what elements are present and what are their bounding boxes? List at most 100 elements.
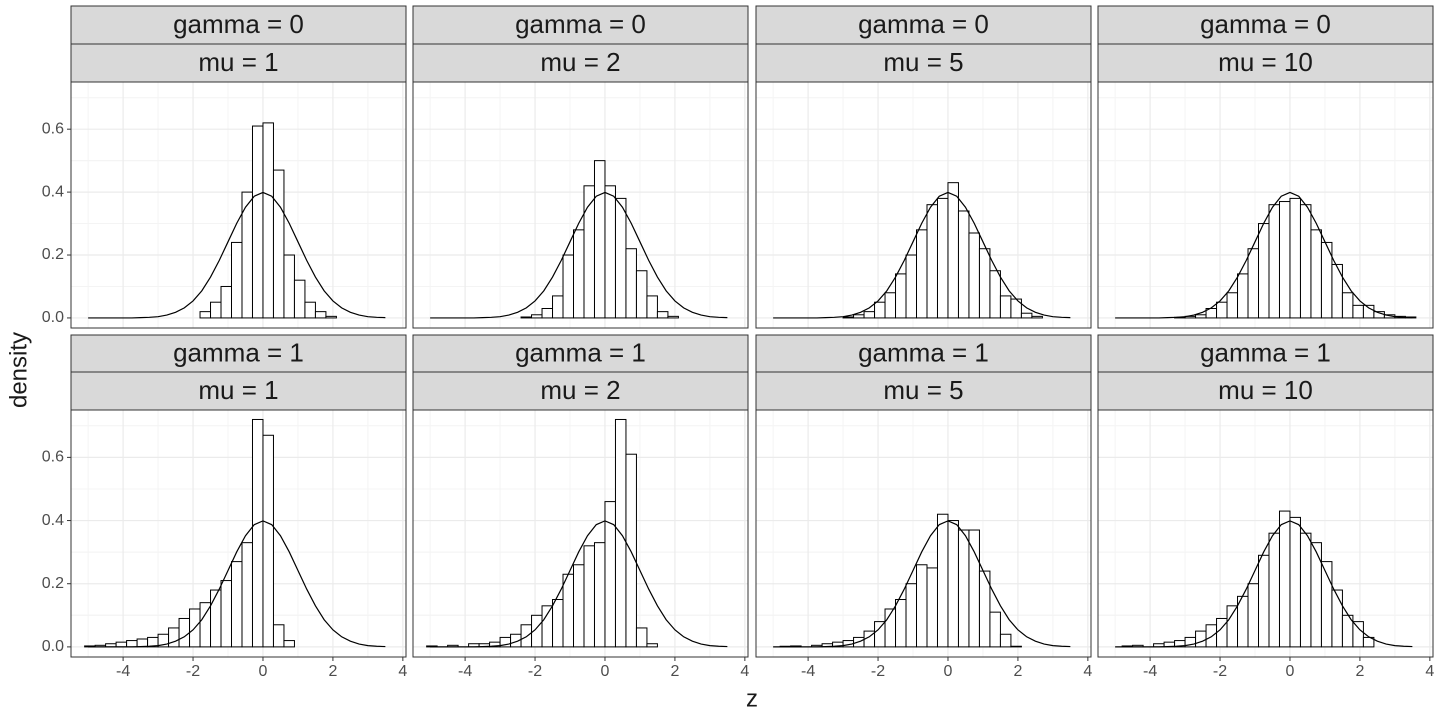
histogram-bar	[304, 301, 316, 319]
y-tick-label: 0.6	[42, 449, 64, 466]
histogram-bar	[999, 633, 1012, 648]
strip-background	[70, 371, 407, 411]
histogram-bar	[957, 529, 970, 648]
histogram-bar	[531, 314, 543, 319]
histogram-bar	[1268, 204, 1280, 319]
histogram-bar	[936, 513, 949, 648]
histogram-bar	[1247, 248, 1260, 319]
strip-background	[412, 5, 749, 45]
strip-background	[755, 5, 1092, 45]
histogram-bar	[293, 279, 306, 319]
histogram-bar	[853, 314, 865, 319]
histogram-bar	[251, 125, 264, 319]
strip-label: mu = 1	[198, 375, 278, 405]
histogram-bar	[541, 605, 554, 648]
histogram-bar	[251, 418, 264, 648]
x-tick-label: -2	[1213, 663, 1227, 680]
histogram-bar	[926, 204, 938, 319]
histogram-bar	[874, 301, 886, 319]
histogram-bar	[905, 583, 918, 648]
histogram-bar	[583, 545, 595, 648]
histogram-bar	[625, 248, 637, 319]
histogram-bar	[646, 295, 658, 319]
strip-label: mu = 5	[883, 375, 963, 405]
histogram-bar	[625, 453, 637, 648]
histogram-bar	[1352, 304, 1364, 319]
strip-label: gamma = 0	[173, 9, 304, 39]
histogram-bar	[231, 561, 243, 648]
x-tick-label: 2	[1355, 663, 1364, 680]
y-tick-label: 0.4	[42, 512, 64, 529]
histogram-bar	[1341, 292, 1354, 319]
histogram-bar	[1020, 312, 1033, 319]
strip-background	[1097, 371, 1434, 411]
histogram-bar	[593, 160, 606, 319]
histogram-bar	[126, 640, 138, 648]
histogram-bar	[1278, 510, 1291, 648]
histogram-bar	[936, 197, 949, 319]
histogram-bar	[1010, 645, 1022, 648]
y-tick-label: 0.2	[42, 575, 64, 592]
strip-background	[70, 43, 407, 83]
strip-label: mu = 5	[883, 47, 963, 77]
histogram-bar	[573, 564, 585, 648]
histogram-bar	[1299, 204, 1312, 319]
strip-label: mu = 1	[198, 47, 278, 77]
histogram-bar	[635, 270, 648, 319]
x-tick-label: -4	[801, 663, 815, 680]
histogram-bar	[178, 617, 191, 648]
y-tick-label: 0.6	[42, 120, 64, 137]
histogram-bar	[1258, 223, 1270, 319]
strip-label: mu = 2	[540, 47, 620, 77]
histogram-bar	[999, 295, 1012, 319]
strip-background	[70, 5, 407, 45]
histogram-bar	[947, 182, 959, 319]
histogram-bar	[989, 611, 1001, 648]
strip-background	[1097, 43, 1434, 83]
histogram-bar	[1226, 605, 1239, 648]
histogram-bar	[1289, 516, 1301, 648]
histogram-bar	[604, 185, 616, 319]
histogram-bar	[314, 311, 327, 319]
histogram-bar	[168, 627, 180, 648]
histogram-bar	[1278, 201, 1291, 319]
strip-background	[755, 43, 1092, 83]
histogram-bar	[272, 169, 285, 319]
histogram-bar	[957, 210, 970, 319]
x-tick-label: 2	[1013, 663, 1022, 680]
histogram-bar	[552, 599, 564, 648]
histogram-bar	[978, 248, 991, 319]
histogram-bar	[283, 254, 295, 319]
x-tick-label: -4	[458, 663, 472, 680]
histogram-bar	[1289, 197, 1301, 319]
strip-background	[70, 334, 407, 373]
histogram-bar	[916, 229, 928, 319]
histogram-bar	[646, 643, 658, 648]
histogram-bar	[1195, 314, 1207, 319]
histogram-bar	[667, 315, 679, 319]
density-curve	[430, 191, 728, 319]
histogram-bar	[199, 311, 212, 319]
histogram-bar	[614, 197, 627, 319]
histogram-bar	[520, 624, 533, 648]
histogram-bar	[842, 316, 855, 319]
strip-label: gamma = 1	[515, 337, 646, 367]
x-tick-label: 0	[944, 663, 953, 680]
x-tick-label: 2	[670, 663, 679, 680]
histogram-bar	[1205, 624, 1218, 648]
histogram-bar	[1258, 554, 1270, 648]
strip-label: mu = 10	[1218, 47, 1313, 77]
histogram-bar	[283, 640, 295, 648]
histogram-bar	[874, 621, 886, 648]
strip-label: mu = 2	[540, 375, 620, 405]
histogram-bar	[262, 434, 274, 648]
y-tick-label: 0.4	[42, 183, 64, 200]
histogram-bar	[220, 285, 233, 319]
histogram-bar	[1310, 229, 1322, 319]
histogram-bar	[968, 529, 980, 648]
histogram-bar	[1195, 630, 1207, 648]
y-axis-title: density	[5, 332, 32, 408]
density-curve	[88, 191, 386, 319]
histogram-bar	[1031, 315, 1043, 319]
